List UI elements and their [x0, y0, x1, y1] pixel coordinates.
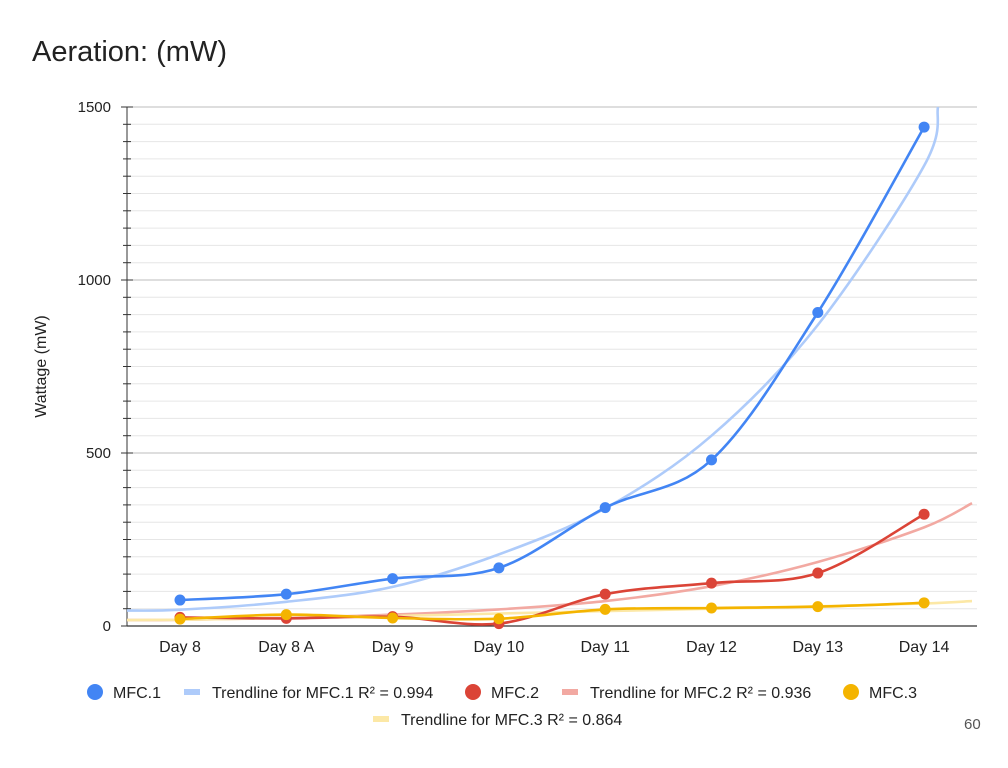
x-tick-label: Day 12 [686, 639, 737, 656]
y-tick-label: 500 [86, 445, 111, 462]
data-points [174, 121, 930, 630]
legend-label: MFC.3 [869, 685, 917, 702]
data-point [387, 573, 399, 585]
page-number: 60 [964, 716, 981, 733]
data-point [280, 588, 292, 600]
axis-labels: 0 500 1000 1500 Day 8 Day 8 A Day 9 Day 10 Day 1… [33, 99, 950, 656]
x-tick-label: Day 8 [159, 639, 201, 656]
data-point [599, 588, 611, 600]
legend-label: Trendline for MFC.1 R² = 0.994 [212, 685, 433, 702]
legend-marker [465, 684, 481, 700]
x-tick-label: Day 11 [580, 639, 630, 656]
x-tick-label: Day 13 [792, 639, 843, 656]
y-tick-label: 1500 [78, 99, 111, 116]
data-point [812, 601, 824, 613]
legend-marker [87, 684, 103, 700]
data-point [174, 613, 186, 625]
data-point [599, 603, 611, 615]
legend-marker [843, 684, 859, 700]
series-line [179, 601, 925, 621]
y-axis-title: Wattage (mW) [33, 315, 50, 418]
legend-marker [562, 689, 578, 695]
x-tick-label: Day 8 A [258, 639, 314, 656]
data-point [174, 594, 186, 606]
x-tick-label: Day 14 [899, 639, 950, 656]
legend-label: Trendline for MFC.2 R² = 0.936 [590, 685, 811, 702]
data-point [706, 577, 717, 589]
x-tick-label: Day 10 [474, 639, 525, 656]
data-point [493, 562, 505, 574]
data-point [918, 121, 930, 133]
data-point [918, 597, 930, 609]
data-point [706, 602, 717, 614]
series-line [179, 126, 926, 602]
y-tick-label: 1000 [78, 272, 111, 289]
legend-label: Trendline for MFC.3 R² = 0.864 [401, 712, 622, 729]
x-tick-label: Day 9 [372, 639, 414, 656]
legend: MFC.1 Trendline for MFC.1 R² = 0.994 MFC.2… [87, 684, 917, 729]
data-point [599, 502, 611, 514]
grid-lines [127, 106, 977, 610]
data-point [918, 508, 930, 520]
y-tick-label: 0 [103, 618, 111, 635]
data-point [493, 613, 505, 625]
data-point [812, 567, 824, 579]
axes [121, 106, 977, 627]
legend-marker [373, 716, 389, 722]
chart-title: Aeration: (mW) [32, 36, 227, 68]
data-point [280, 609, 292, 621]
series-lines [179, 126, 926, 626]
legend-label: MFC.2 [491, 685, 539, 702]
data-point [706, 454, 717, 466]
data-point [812, 307, 824, 319]
legend-marker [184, 689, 200, 695]
trendline [126, 106, 940, 612]
legend-label: MFC.1 [113, 685, 161, 702]
data-point [387, 612, 399, 624]
